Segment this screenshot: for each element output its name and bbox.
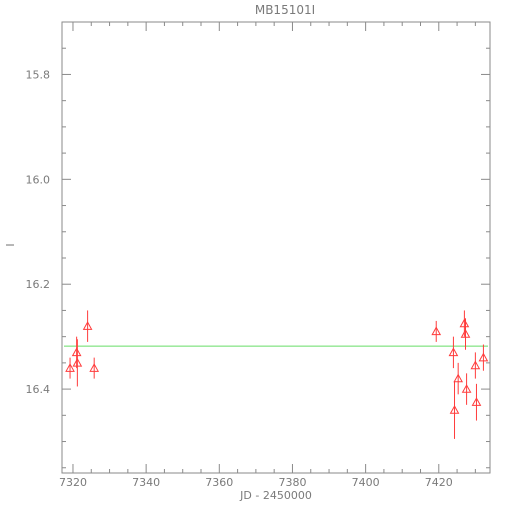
triangle-marker <box>478 352 489 362</box>
triangle-marker <box>65 363 75 372</box>
data-point <box>72 339 83 387</box>
triangle-marker <box>82 321 93 330</box>
data-point <box>460 318 471 350</box>
x-axis-label: JD - 2450000 <box>239 489 312 502</box>
triangle-marker <box>72 357 83 367</box>
data-point <box>449 381 460 439</box>
chart-title: MB15101I <box>255 3 315 17</box>
y-axis-label: I <box>4 243 17 246</box>
triangle-marker <box>89 363 100 372</box>
data-point <box>471 383 482 421</box>
triangle-marker <box>448 347 459 357</box>
triangle-marker <box>460 328 471 338</box>
data-point <box>65 357 75 379</box>
x-tick-label: 7320 <box>59 476 87 489</box>
data-points-layer <box>65 310 489 439</box>
data-point <box>461 373 472 405</box>
triangle-marker <box>431 326 442 336</box>
data-point <box>431 320 442 342</box>
data-point <box>82 310 93 342</box>
data-point <box>453 362 464 395</box>
plot-frame <box>61 21 491 474</box>
y-tick-label: 16.4 <box>26 383 51 396</box>
x-tick-label: 7360 <box>205 476 233 489</box>
triangle-marker <box>461 384 472 393</box>
x-tick-label: 7380 <box>278 476 306 489</box>
y-tick-label: 16.0 <box>26 173 51 186</box>
x-tick-label: 7420 <box>425 476 453 489</box>
axis-ticks: 7320 7340 7360 7380 7400 7420 15.8 16.0 16.2 16.4 <box>26 21 490 489</box>
data-point <box>470 352 481 379</box>
y-tick-label: 15.8 <box>26 68 51 81</box>
triangle-marker <box>459 318 470 328</box>
data-point <box>478 344 489 371</box>
y-tick-label: 16.2 <box>26 278 51 291</box>
triangle-marker <box>470 360 481 370</box>
data-point <box>71 336 82 369</box>
triangle-marker <box>449 405 460 414</box>
triangle-marker <box>471 397 482 406</box>
x-tick-label: 7340 <box>132 476 160 489</box>
data-point <box>89 357 100 379</box>
triangle-marker <box>453 373 464 383</box>
x-tick-label: 7400 <box>352 476 380 489</box>
triangle-marker <box>71 347 82 357</box>
data-point <box>448 336 459 369</box>
